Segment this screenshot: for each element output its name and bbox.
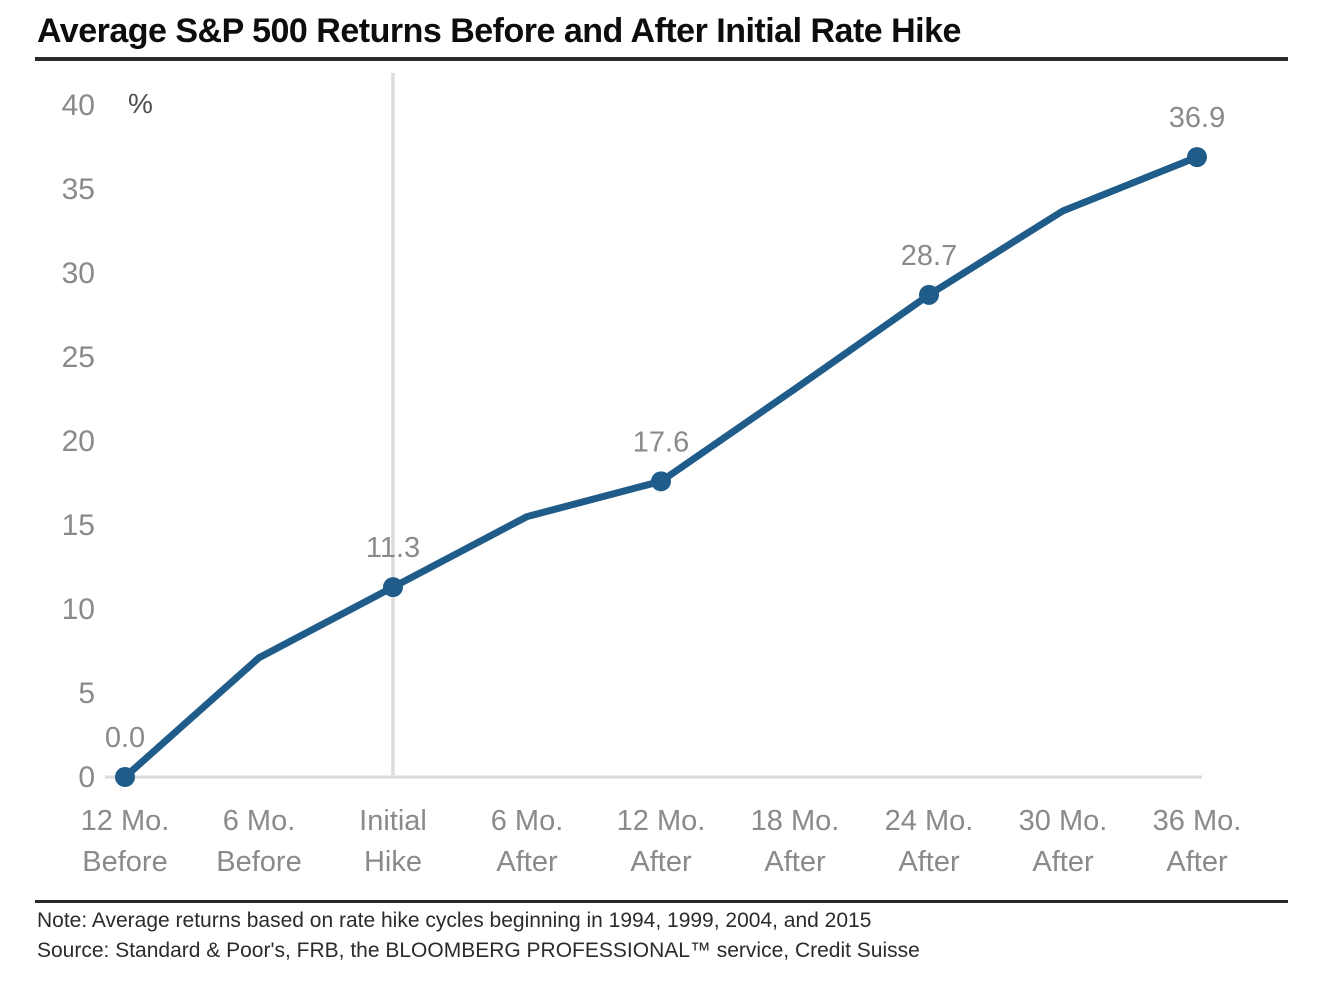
y-axis-tick-label: 25 bbox=[62, 341, 95, 374]
x-axis-category-label: 6 Mo. Before bbox=[216, 805, 301, 878]
footer-rule bbox=[35, 900, 1288, 903]
y-axis-tick-label: 35 bbox=[62, 173, 95, 206]
y-axis-tick-label: 40 bbox=[62, 89, 95, 122]
data-point-marker bbox=[919, 284, 939, 305]
y-axis-unit-label: % bbox=[128, 88, 153, 119]
data-point-label: 17.6 bbox=[633, 426, 689, 458]
data-point-marker bbox=[651, 471, 671, 492]
x-axis-category-label: Initial Hike bbox=[359, 805, 427, 878]
y-axis-tick-label: 30 bbox=[62, 257, 95, 290]
y-axis-tick-label: 10 bbox=[62, 593, 95, 626]
y-axis-tick-label: 15 bbox=[62, 509, 95, 542]
x-axis-category-label: 30 Mo. After bbox=[1019, 805, 1108, 878]
y-axis-tick-label: 0 bbox=[78, 761, 95, 794]
data-point-label: 11.3 bbox=[366, 532, 420, 564]
x-axis-category-label: 18 Mo. After bbox=[751, 805, 840, 878]
x-axis-category-label: 24 Mo. After bbox=[885, 805, 974, 878]
x-axis-category-label: 6 Mo. After bbox=[491, 805, 564, 878]
data-point-label: 28.7 bbox=[901, 240, 957, 272]
x-axis-category-label: 12 Mo. After bbox=[617, 805, 706, 878]
note-text: Note: Average returns based on rate hike… bbox=[37, 909, 872, 932]
data-point-label: 36.9 bbox=[1169, 102, 1225, 134]
title-underline bbox=[35, 57, 1288, 61]
data-point-label: 0.0 bbox=[105, 722, 145, 754]
source-text: Source: Standard & Poor's, FRB, the BLOO… bbox=[37, 939, 920, 962]
data-point-marker bbox=[1187, 147, 1207, 168]
x-axis-category-label: 36 Mo. After bbox=[1153, 805, 1242, 878]
data-point-marker bbox=[383, 577, 403, 598]
y-axis-tick-label: 20 bbox=[62, 425, 95, 458]
y-axis-tick-label: 5 bbox=[78, 677, 95, 710]
data-point-marker bbox=[115, 767, 135, 787]
page-title: Average S&P 500 Returns Before and After… bbox=[37, 12, 961, 50]
x-axis-category-label: 12 Mo. Before bbox=[81, 805, 170, 878]
series-line bbox=[121, 153, 1201, 781]
